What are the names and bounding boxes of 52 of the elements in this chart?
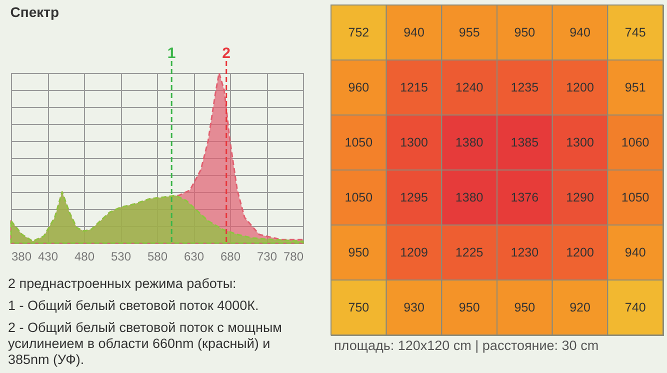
data-label: 1290	[566, 190, 594, 204]
chart-title: Спектр	[10, 4, 60, 20]
x-tick-label: 530	[110, 250, 132, 264]
data-label: 950	[458, 300, 480, 314]
text: площадь: 120x120 cm | расстояние: 30 cm	[333, 338, 600, 353]
data-label: 950	[348, 246, 370, 260]
data-label: 1200	[566, 80, 594, 94]
data-label: 930	[404, 300, 424, 314]
data-label: 1225	[455, 246, 484, 260]
x-tick-label: 580	[147, 250, 168, 264]
data-label: 745	[624, 26, 646, 40]
text: 2 преднастроенных режима работы:	[7, 276, 238, 292]
data-label: 1380	[455, 136, 484, 150]
data-label: 955	[458, 26, 480, 40]
data-label: 940	[404, 26, 424, 40]
data-label: 750	[348, 300, 370, 314]
x-tick-label: 430	[38, 250, 58, 264]
data-label: 940	[624, 246, 646, 260]
x-tick-label: 380	[12, 250, 32, 264]
data-label: 1050	[344, 136, 373, 150]
text: 1 - Общий белый световой поток 4000К.	[7, 298, 260, 314]
x-tick-label: 480	[74, 250, 95, 264]
data-label: 950	[514, 300, 536, 314]
data-label: 920	[570, 300, 590, 314]
text: 1	[167, 45, 176, 62]
data-label: 1295	[400, 190, 428, 204]
x-tick-label: 680	[220, 250, 241, 264]
data-label: 1200	[566, 246, 594, 260]
data-label: 740	[624, 300, 646, 314]
x-tick-label: 780	[283, 250, 304, 264]
x-tick-label: 730	[256, 250, 278, 264]
data-label: 1300	[400, 136, 428, 150]
data-label: 1300	[566, 136, 594, 150]
x-tick-label: 630	[184, 250, 204, 264]
data-label: 1215	[400, 80, 428, 94]
data-label: 1385	[510, 136, 539, 150]
data-label: 1235	[510, 80, 539, 94]
data-label: 960	[348, 80, 370, 94]
data-label: 1060	[621, 136, 650, 150]
data-label: 951	[624, 80, 646, 94]
data-label: 752	[348, 26, 370, 40]
data-label: 950	[514, 26, 536, 40]
data-label: 1050	[344, 190, 373, 204]
text: 2	[222, 45, 231, 62]
data-label: 1209	[400, 246, 428, 260]
data-label: 940	[570, 26, 590, 40]
data-label: 1230	[510, 246, 539, 260]
data-label: 1050	[621, 190, 650, 204]
text: 2 - Общий белый световой поток с мощным усилинеием в области 660nm (красный) и 385nm (УФ).	[7, 320, 283, 368]
data-label: 1380	[455, 190, 484, 204]
data-label: 1376	[510, 190, 539, 204]
data-label: 1240	[455, 80, 484, 94]
